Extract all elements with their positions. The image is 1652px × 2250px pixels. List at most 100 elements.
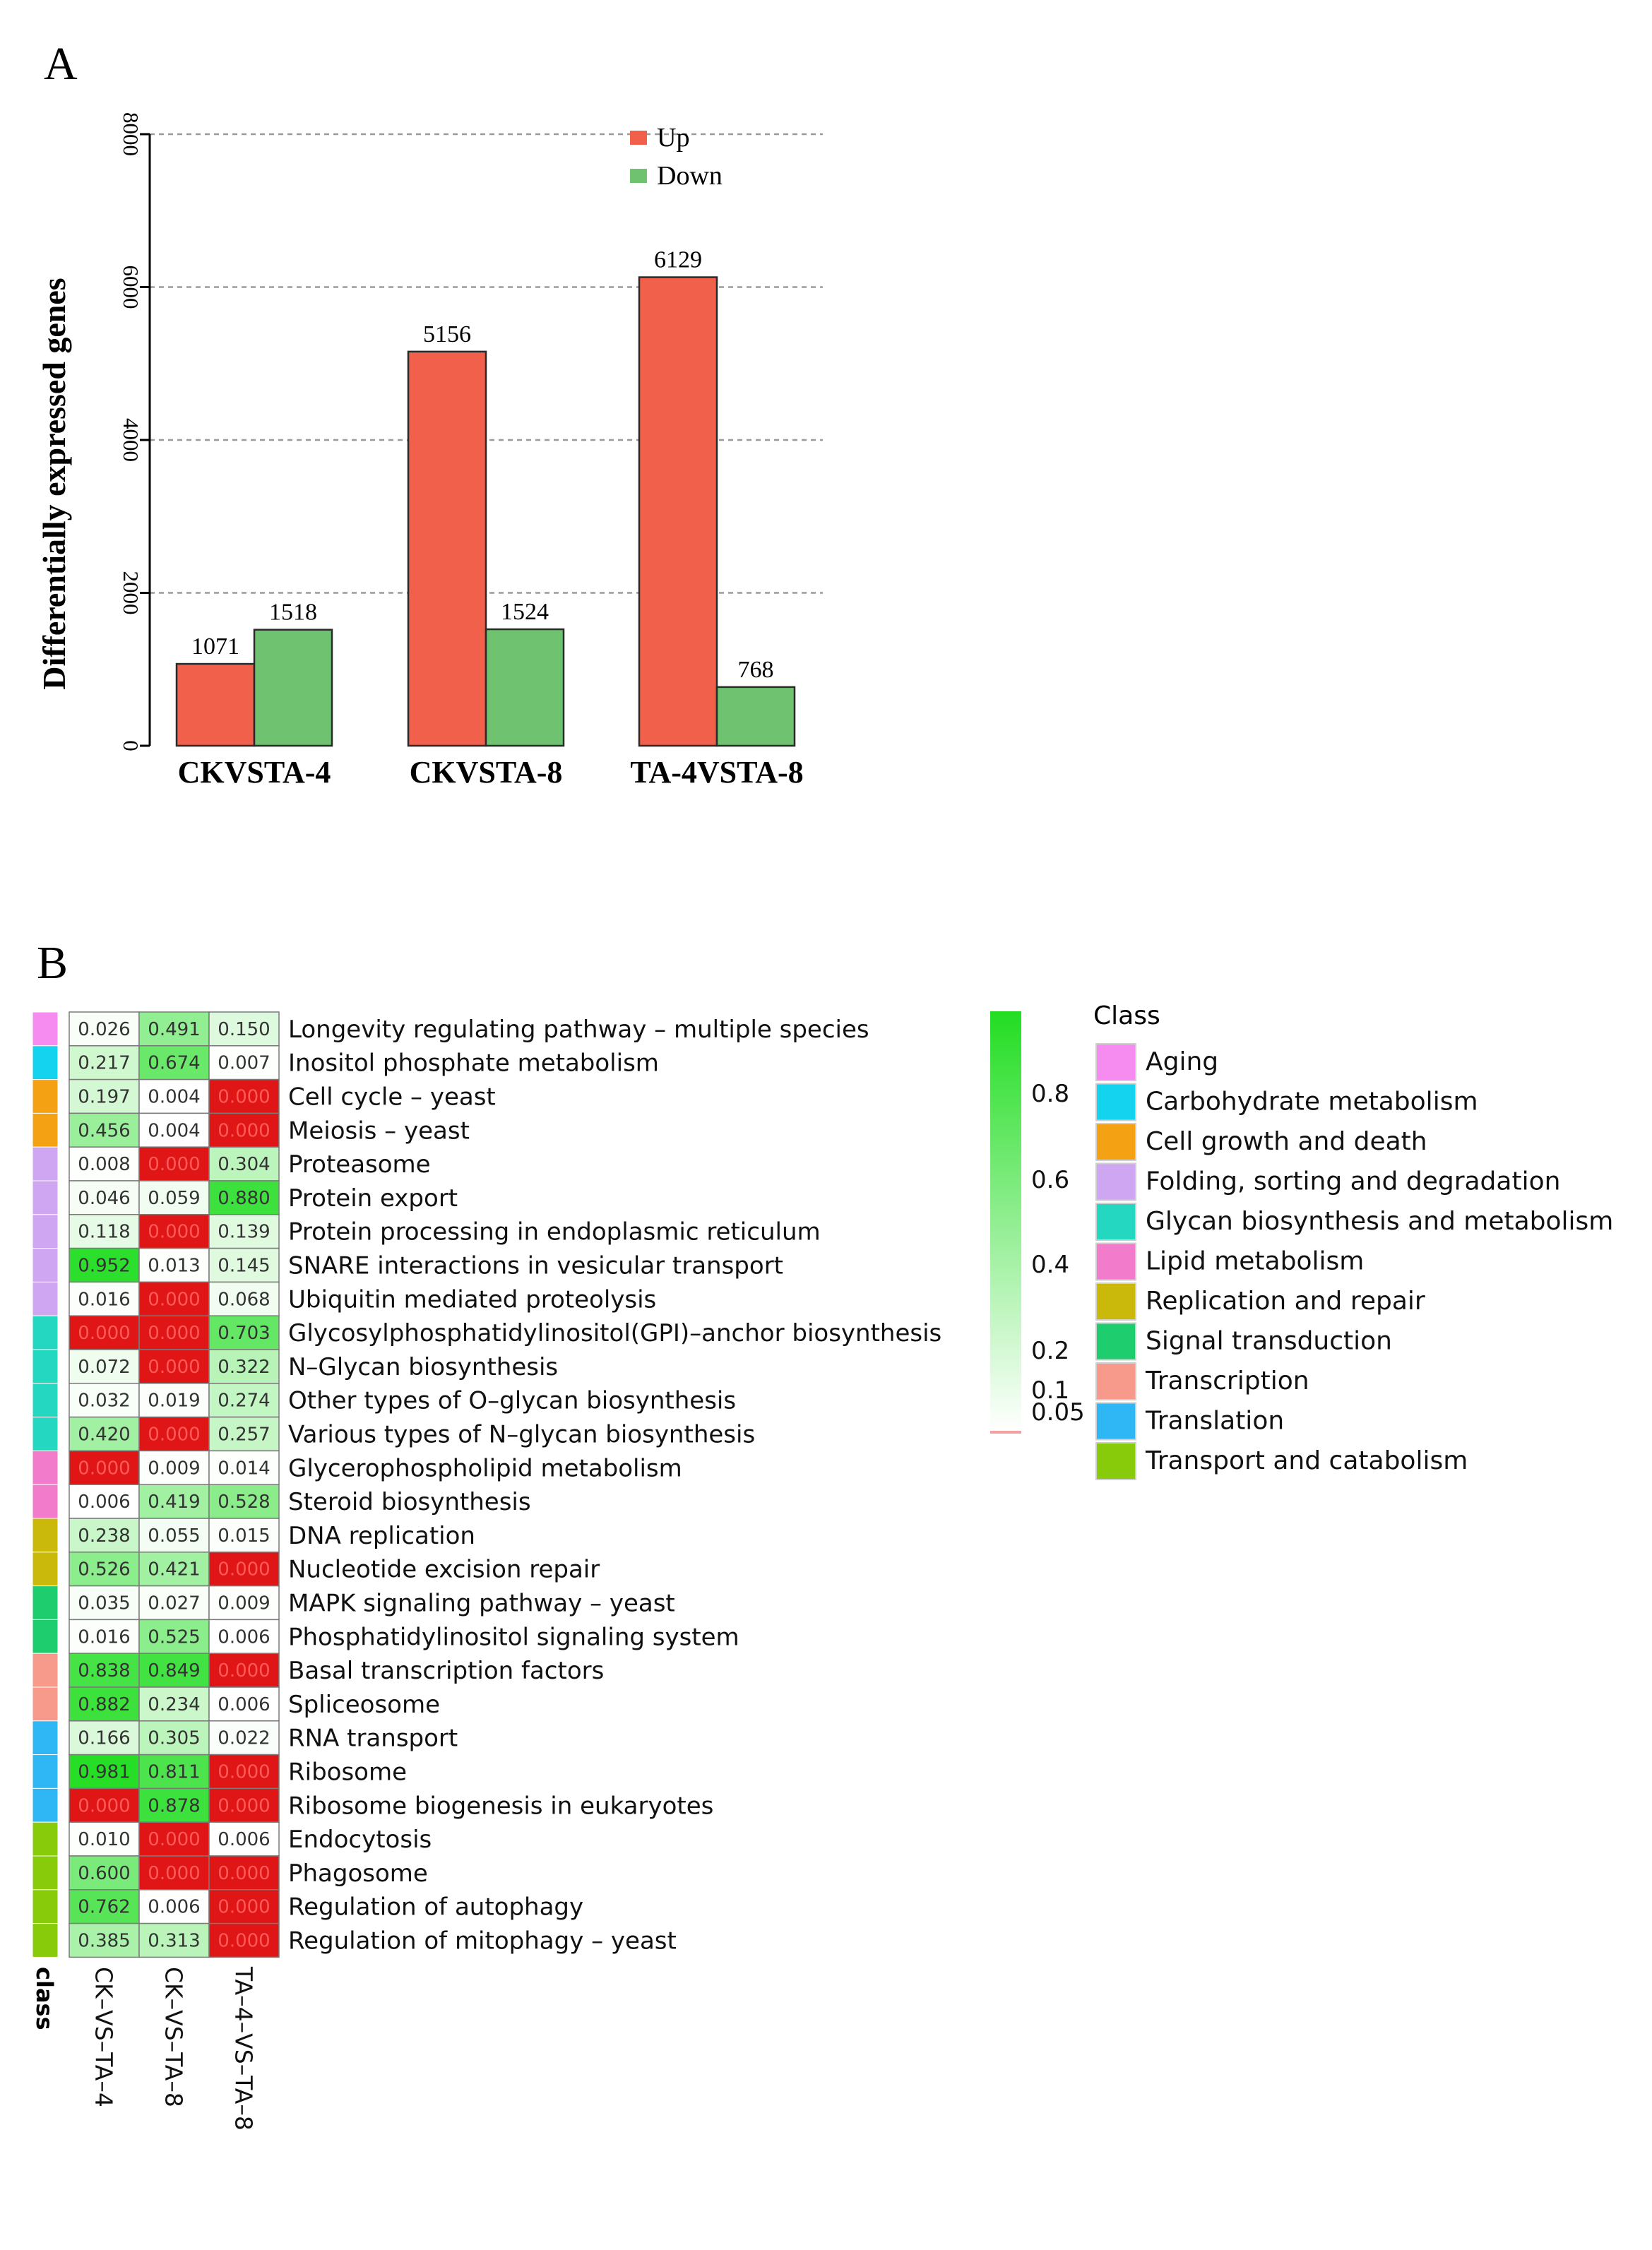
class-color-cell bbox=[32, 1686, 59, 1722]
heatmap-cell bbox=[69, 1922, 140, 1958]
heatmap-cell-value: 0.006 bbox=[218, 1694, 270, 1715]
heatmap-cell bbox=[208, 1214, 280, 1249]
heatmap-cell-value: 0.762 bbox=[78, 1897, 130, 1918]
heatmap-cell-value: 0.674 bbox=[148, 1053, 200, 1074]
pathway-label: Ribosome biogenesis in eukaryotes bbox=[288, 1792, 713, 1820]
heatmap-cell bbox=[69, 1889, 140, 1924]
class-color-cell bbox=[32, 1552, 59, 1587]
heatmap-cell-value: 0.006 bbox=[148, 1897, 200, 1918]
heatmap-cell-value: 0.981 bbox=[78, 1762, 130, 1783]
heatmap-cell bbox=[69, 1281, 140, 1316]
pathway-label: Spliceosome bbox=[288, 1691, 440, 1719]
bar-chart: 0 2000 4000 6000 8000 1071 1518 CKVSTA-4 5156 152… bbox=[119, 112, 823, 790]
heatmap-cell-value: 0.419 bbox=[148, 1492, 200, 1513]
heatmap-cell-value: 0.217 bbox=[78, 1053, 130, 1074]
pathway-label: Longevity regulating pathway – multiple … bbox=[288, 1016, 869, 1044]
heatmap-cell bbox=[138, 1821, 210, 1857]
heatmap-cell bbox=[138, 1214, 210, 1249]
heatmap-cell-value: 0.952 bbox=[78, 1256, 130, 1277]
heatmap-cell-value: 0.525 bbox=[148, 1626, 200, 1648]
heatmap-cell-value: 0.385 bbox=[78, 1931, 130, 1952]
class-color-cell bbox=[32, 1821, 59, 1857]
heatmap-cell-value: 0.420 bbox=[78, 1424, 130, 1446]
heatmap-cell bbox=[69, 1214, 140, 1249]
colorbar bbox=[990, 1011, 1021, 1430]
x-tick-label: TA-4VSTA-8 bbox=[630, 755, 803, 790]
bar bbox=[175, 662, 256, 747]
class-color-cell bbox=[32, 1923, 59, 1958]
heatmap-cell-value: 0.000 bbox=[218, 1762, 270, 1783]
class-legend-title: Class bbox=[1093, 1001, 1160, 1030]
heatmap-cell-value: 0.004 bbox=[148, 1087, 200, 1108]
class-color-cell bbox=[32, 1281, 59, 1316]
pathway-label: Steroid biosynthesis bbox=[288, 1488, 531, 1516]
heatmap-cell bbox=[138, 1146, 210, 1181]
pathway-label: RNA transport bbox=[288, 1725, 458, 1753]
pathway-label: Inositol phosphate metabolism bbox=[288, 1049, 659, 1078]
heatmap-cell-value: 0.015 bbox=[218, 1525, 270, 1547]
class-color-cell bbox=[32, 1011, 59, 1047]
heatmap-cell-value: 0.811 bbox=[148, 1762, 200, 1783]
pathway-label: SNARE interactions in vesicular transpor… bbox=[288, 1252, 783, 1280]
bar-value-label: 1518 bbox=[269, 600, 317, 626]
heatmap-cell-value: 0.878 bbox=[148, 1795, 200, 1816]
heatmap-cell-value: 0.059 bbox=[148, 1188, 200, 1209]
heatmap-cell bbox=[138, 1585, 210, 1621]
heatmap-cell-value: 0.257 bbox=[218, 1424, 270, 1446]
heatmap-cell-value: 0.197 bbox=[78, 1087, 130, 1108]
class-legend-swatch bbox=[1095, 1083, 1136, 1121]
heatmap-cell bbox=[69, 1552, 140, 1587]
heatmap-cell-value: 0.000 bbox=[148, 1154, 200, 1175]
class-legend-label: Translation bbox=[1145, 1407, 1284, 1436]
class-legend-label: Cell growth and death bbox=[1146, 1127, 1427, 1156]
heatmap-cell-value: 0.313 bbox=[148, 1931, 200, 1952]
pathway-label: Cell cycle – yeast bbox=[288, 1083, 496, 1112]
heatmap-cell bbox=[208, 1247, 280, 1283]
heatmap-cell bbox=[208, 1787, 280, 1823]
class-color-cell bbox=[32, 1146, 59, 1181]
heatmap-cell-value: 0.274 bbox=[218, 1391, 270, 1412]
heatmap-cell bbox=[208, 1146, 280, 1181]
heatmap-cell bbox=[69, 1180, 140, 1215]
x-tick-label: CKVSTA-8 bbox=[410, 755, 563, 790]
pathway-label: Endocytosis bbox=[288, 1826, 432, 1854]
pathway-label: N–Glycan biosynthesis bbox=[288, 1353, 558, 1381]
heatmap-cell bbox=[208, 1855, 280, 1891]
heatmap-cell-value: 0.000 bbox=[148, 1289, 200, 1310]
heatmap-cell-value: 0.139 bbox=[218, 1222, 270, 1243]
heatmap-cell bbox=[69, 1720, 140, 1756]
bar bbox=[715, 686, 796, 747]
heatmap-cell bbox=[208, 1686, 280, 1722]
heatmap-cell-value: 0.068 bbox=[218, 1289, 270, 1310]
heatmap-cell bbox=[138, 1787, 210, 1823]
pathway-label: Regulation of autophagy bbox=[288, 1893, 583, 1922]
heatmap-cell bbox=[69, 1450, 140, 1485]
heatmap-cell-value: 0.305 bbox=[148, 1728, 200, 1749]
heatmap-cell-value: 0.000 bbox=[148, 1863, 200, 1884]
heatmap-cell-value: 0.014 bbox=[218, 1458, 270, 1479]
heatmap-cell-value: 0.166 bbox=[78, 1728, 130, 1749]
heatmap-cell-value: 0.008 bbox=[78, 1154, 130, 1175]
heatmap-cell-value: 0.000 bbox=[218, 1559, 270, 1581]
class-color-cell bbox=[32, 1787, 59, 1823]
heatmap-cell-value: 0.035 bbox=[78, 1593, 130, 1614]
heatmap-cell bbox=[138, 1653, 210, 1688]
heatmap-cell-value: 0.000 bbox=[148, 1829, 200, 1850]
heatmap-cell bbox=[208, 1078, 280, 1114]
class-color-cell bbox=[32, 1112, 59, 1148]
heatmap-cell-value: 0.600 bbox=[78, 1863, 130, 1884]
heatmap-cell-value: 0.000 bbox=[78, 1323, 130, 1344]
pathway-label: Ubiquitin mediated proteolysis bbox=[288, 1285, 656, 1314]
pathway-label: Other types of O–glycan biosynthesis bbox=[288, 1387, 736, 1415]
heatmap-cell-value: 0.000 bbox=[218, 1087, 270, 1108]
heatmap-cell bbox=[138, 1416, 210, 1452]
heatmap-cell bbox=[138, 1922, 210, 1958]
heatmap-cell-value: 0.456 bbox=[78, 1120, 130, 1141]
heatmap-cell-value: 0.000 bbox=[218, 1120, 270, 1141]
pathway-label: MAPK signaling pathway – yeast bbox=[288, 1590, 675, 1618]
pathway-label: Meiosis – yeast bbox=[288, 1117, 470, 1145]
heatmap-cell bbox=[208, 1585, 280, 1621]
legend-label: Up bbox=[657, 123, 689, 153]
class-legend-swatch bbox=[1095, 1203, 1136, 1241]
heatmap-cell-value: 0.009 bbox=[148, 1458, 200, 1479]
